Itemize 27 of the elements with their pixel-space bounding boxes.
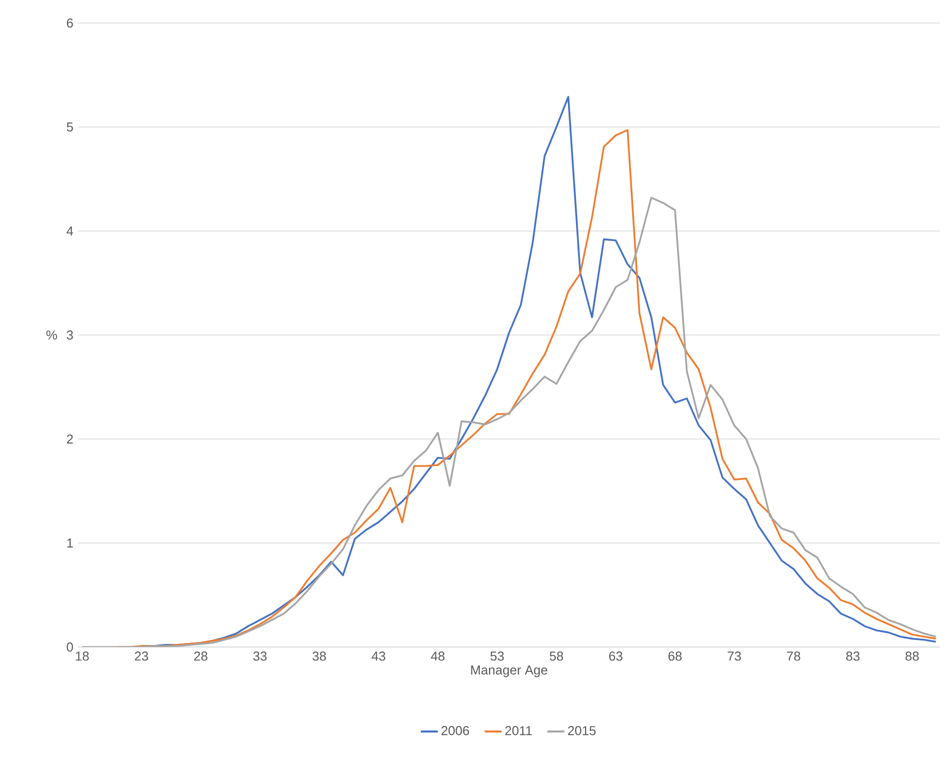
x-tick-label: 23 <box>134 652 148 661</box>
x-tick-label: 68 <box>668 652 682 661</box>
x-tick-label: 88 <box>906 652 919 661</box>
y-tick-label: 5 <box>66 122 73 132</box>
x-tick-label: 53 <box>490 652 504 661</box>
x-tick-label: 38 <box>312 652 326 661</box>
y-tick-label: 2 <box>66 434 73 444</box>
legend-label: 2011 <box>505 726 532 736</box>
legend-label: 2006 <box>441 726 470 736</box>
y-tick-label: 1 <box>67 538 73 548</box>
x-tick-label: 33 <box>253 652 267 661</box>
y-axis-title: % <box>46 330 57 340</box>
x-tick-label: 43 <box>372 652 386 661</box>
x-axis-title: Manager Age <box>471 666 548 678</box>
x-tick-label: 63 <box>609 652 622 661</box>
x-tick-label: 48 <box>430 652 444 661</box>
x-tick-label: 58 <box>550 652 564 661</box>
y-tick-label: 3 <box>66 330 73 340</box>
legend-label: 2015 <box>568 726 596 736</box>
x-tick-label: 18 <box>76 652 89 661</box>
x-tick-label: 28 <box>194 652 208 661</box>
y-tick-label: 0 <box>66 642 73 652</box>
x-tick-label: 73 <box>728 652 741 661</box>
y-tick-label: 4 <box>66 226 74 236</box>
x-tick-label: 78 <box>787 652 800 661</box>
x-tick-label: 83 <box>846 652 860 661</box>
y-tick-label: 6 <box>66 18 73 28</box>
